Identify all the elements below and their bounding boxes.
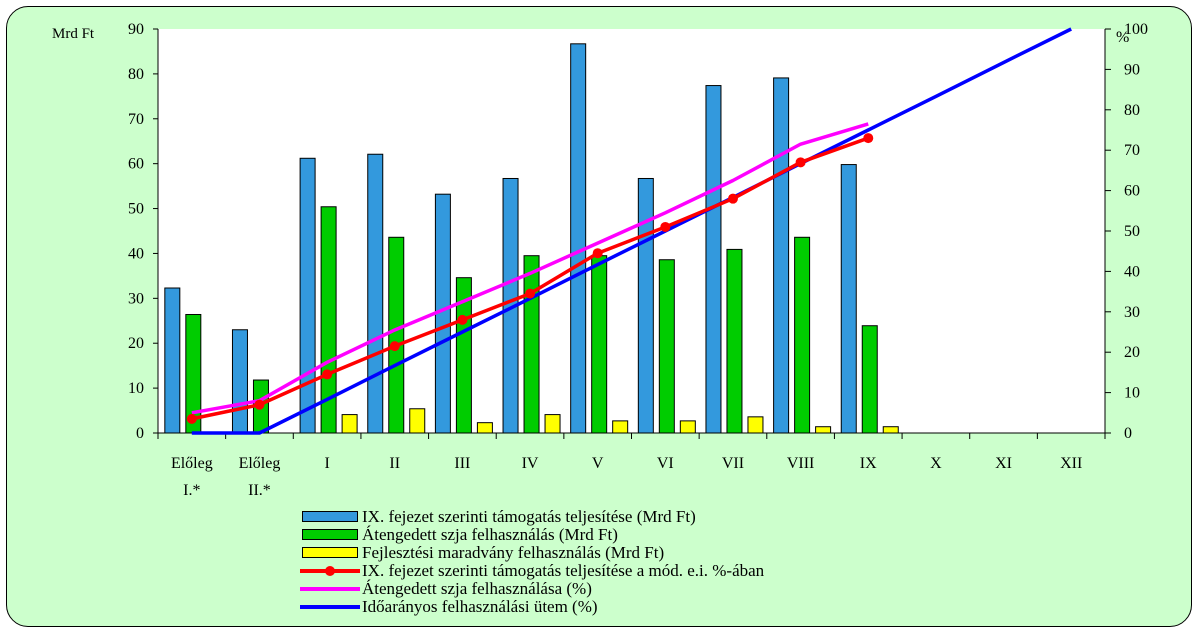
right-tick-label: 90 xyxy=(1124,61,1140,78)
right-tick-label: 70 xyxy=(1124,142,1140,159)
x-tick-label: I xyxy=(324,455,329,472)
series-marker xyxy=(525,288,536,299)
legend-label: Fejlesztési maradvány felhasználás (Mrd … xyxy=(362,543,665,562)
bar xyxy=(409,408,426,434)
bar xyxy=(815,426,832,434)
legend-item-fejl-bar: Fejlesztési maradvány felhasználás (Mrd … xyxy=(300,544,940,562)
bar xyxy=(612,420,629,434)
x-tick-label: VII xyxy=(722,455,744,472)
legend-marker-red xyxy=(325,566,335,576)
left-tick-label: 20 xyxy=(128,335,144,352)
legend-swatch-blue xyxy=(302,511,358,522)
x-tick-label: IX xyxy=(860,455,877,472)
series-marker xyxy=(186,413,197,424)
right-tick-label: 100 xyxy=(1124,21,1148,38)
legend-swatch-yellow xyxy=(302,547,358,558)
legend-label: Időarányos felhasználási ütem (%) xyxy=(362,597,598,616)
series-marker xyxy=(457,314,468,325)
legend-item-idoarany: Időarányos felhasználási ütem (%) xyxy=(300,598,940,616)
right-tick-label: 10 xyxy=(1124,385,1140,402)
bar xyxy=(299,157,316,434)
legend-item-ix-pct: IX. fejezet szerinti támogatás teljesíté… xyxy=(300,562,940,580)
legend-line-magenta xyxy=(300,587,360,591)
bar xyxy=(840,164,857,434)
left-tick-label: 90 xyxy=(128,21,144,38)
legend-label: Átengedett szja felhasználás (Mrd Ft) xyxy=(362,525,618,544)
legend-item-szja-pct: Átengedett szja felhasználása (%) xyxy=(300,580,940,598)
x-tick-label: IV xyxy=(522,455,539,472)
legend-label: Átengedett szja felhasználása (%) xyxy=(362,579,592,598)
x-tick-label: V xyxy=(592,455,604,472)
series-marker xyxy=(863,133,874,144)
bar xyxy=(637,177,654,434)
legend-item-szja-bar: Átengedett szja felhasználás (Mrd Ft) xyxy=(300,526,940,544)
bar xyxy=(544,414,561,434)
x-tick-label: II.* xyxy=(248,482,271,499)
series-marker xyxy=(592,248,603,259)
left-tick-label: 80 xyxy=(128,66,144,83)
bar xyxy=(164,287,181,434)
bar xyxy=(794,236,811,434)
left-tick-label: 30 xyxy=(128,290,144,307)
right-tick-label: 20 xyxy=(1124,344,1140,361)
series-marker xyxy=(389,341,400,352)
bar xyxy=(658,259,675,434)
series-marker xyxy=(322,369,333,380)
right-tick-label: 60 xyxy=(1124,183,1140,200)
series-marker xyxy=(254,399,265,410)
legend-line-blue xyxy=(300,605,360,609)
left-axis-label: Mrd Ft xyxy=(52,26,95,42)
bar xyxy=(523,255,540,434)
right-tick-label: 0 xyxy=(1124,425,1132,442)
x-tick-label: III xyxy=(454,455,470,472)
bar xyxy=(476,422,493,434)
left-tick-label: 40 xyxy=(128,245,144,262)
bar xyxy=(570,43,587,434)
legend-label: IX. fejezet szerinti támogatás teljesíté… xyxy=(362,561,765,580)
bar xyxy=(341,414,358,434)
x-tick-label: X xyxy=(930,455,942,472)
x-tick-label: XII xyxy=(1060,455,1082,472)
x-tick-label: I.* xyxy=(183,482,200,499)
x-tick-label: II xyxy=(389,455,400,472)
x-tick-label: Előleg xyxy=(171,455,213,472)
series-line xyxy=(191,122,869,415)
right-axis-label: % xyxy=(1116,29,1129,46)
legend-swatch-green xyxy=(302,529,358,540)
bar xyxy=(679,420,696,434)
legend-item-ix-bar: IX. fejezet szerinti támogatás teljesíté… xyxy=(300,508,940,526)
bar xyxy=(388,236,405,434)
right-tick-label: 80 xyxy=(1124,102,1140,119)
legend: IX. fejezet szerinti támogatás teljesíté… xyxy=(300,508,940,616)
plot-area xyxy=(158,29,1105,433)
right-tick-label: 40 xyxy=(1124,263,1140,280)
x-tick-label: Előleg xyxy=(239,455,281,472)
bar xyxy=(231,329,248,434)
bar xyxy=(591,255,608,434)
x-tick-label: XI xyxy=(995,455,1012,472)
bar xyxy=(367,153,384,434)
bar xyxy=(705,85,722,434)
bar xyxy=(747,416,764,434)
series-marker xyxy=(660,221,671,232)
x-tick-label: VIII xyxy=(787,455,815,472)
bar xyxy=(882,426,899,434)
right-tick-label: 30 xyxy=(1124,304,1140,321)
left-tick-label: 70 xyxy=(128,111,144,128)
bar xyxy=(773,77,790,434)
left-tick-label: 10 xyxy=(128,380,144,397)
legend-label: IX. fejezet szerinti támogatás teljesíté… xyxy=(362,507,696,526)
series-marker xyxy=(727,193,738,204)
left-tick-label: 50 xyxy=(128,201,144,218)
left-tick-label: 60 xyxy=(128,156,144,173)
bar xyxy=(861,325,878,434)
series-marker xyxy=(795,157,806,168)
right-tick-label: 50 xyxy=(1124,223,1140,240)
bar xyxy=(726,248,743,434)
series-line xyxy=(191,27,1072,435)
x-tick-label: VI xyxy=(657,455,674,472)
left-tick-label: 0 xyxy=(136,425,144,442)
